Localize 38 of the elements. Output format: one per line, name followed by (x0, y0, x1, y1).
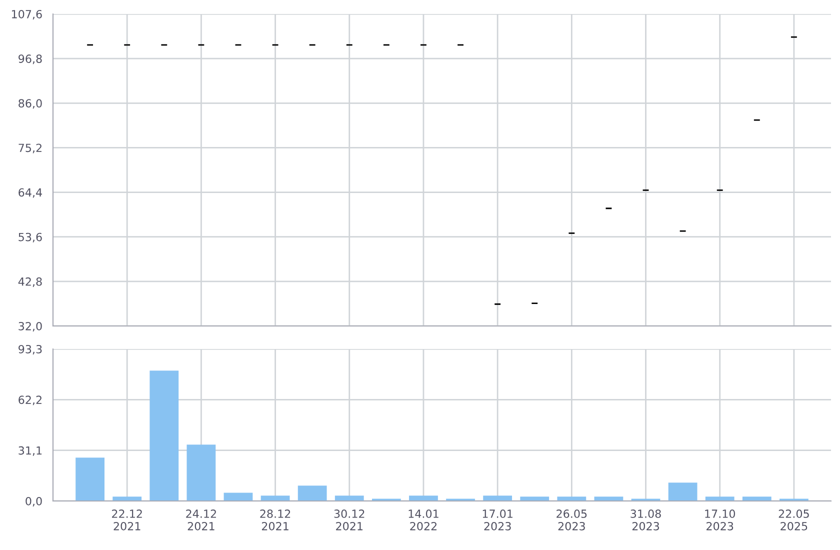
y-tick-label: 32,0 (18, 322, 42, 332)
x-tick-label: 22.12 2021 (112, 510, 142, 530)
bar (298, 486, 327, 501)
bar (409, 496, 438, 501)
y-tick-label: 64,4 (18, 188, 42, 198)
bar (112, 496, 142, 501)
x-tick-label: 24.12 2021 (186, 510, 216, 530)
bar (557, 496, 586, 501)
bar (224, 492, 253, 501)
bar (483, 496, 512, 501)
y-tick-label: 0,0 (26, 496, 42, 507)
y-tick-label: 75,2 (18, 144, 42, 154)
x-tick-label: 31.08 2023 (630, 510, 661, 530)
y-tick-label: 107,6 (12, 10, 42, 20)
y-tick-label: 96,8 (18, 54, 42, 64)
y-tick-label: 53,6 (18, 232, 42, 242)
bar (334, 496, 364, 501)
y-tick-label: 93,3 (18, 344, 42, 355)
bar (520, 496, 550, 501)
y-tick-label: 42,8 (18, 277, 42, 287)
bar (76, 458, 104, 501)
bar (186, 444, 216, 501)
y-tick-label: 62,2 (18, 396, 42, 406)
bar (150, 370, 179, 501)
x-tick-label: 22.05 2025 (778, 510, 809, 530)
y-tick-label: 31,1 (18, 446, 42, 456)
x-tick-label: 28.12 2021 (260, 510, 290, 530)
x-tick-label: 14.01 2022 (408, 510, 438, 530)
x-tick-label: 26.05 2023 (556, 510, 587, 530)
bar (742, 496, 772, 501)
x-tick-label: 30.12 2021 (334, 510, 364, 530)
x-tick-label: 17.01 2023 (482, 510, 512, 530)
y-tick-label: 86,0 (18, 99, 42, 109)
bar (668, 482, 698, 501)
bar (260, 496, 290, 501)
x-tick-label: 17.10 2023 (705, 510, 736, 530)
bar (594, 496, 624, 501)
bar (705, 496, 734, 501)
